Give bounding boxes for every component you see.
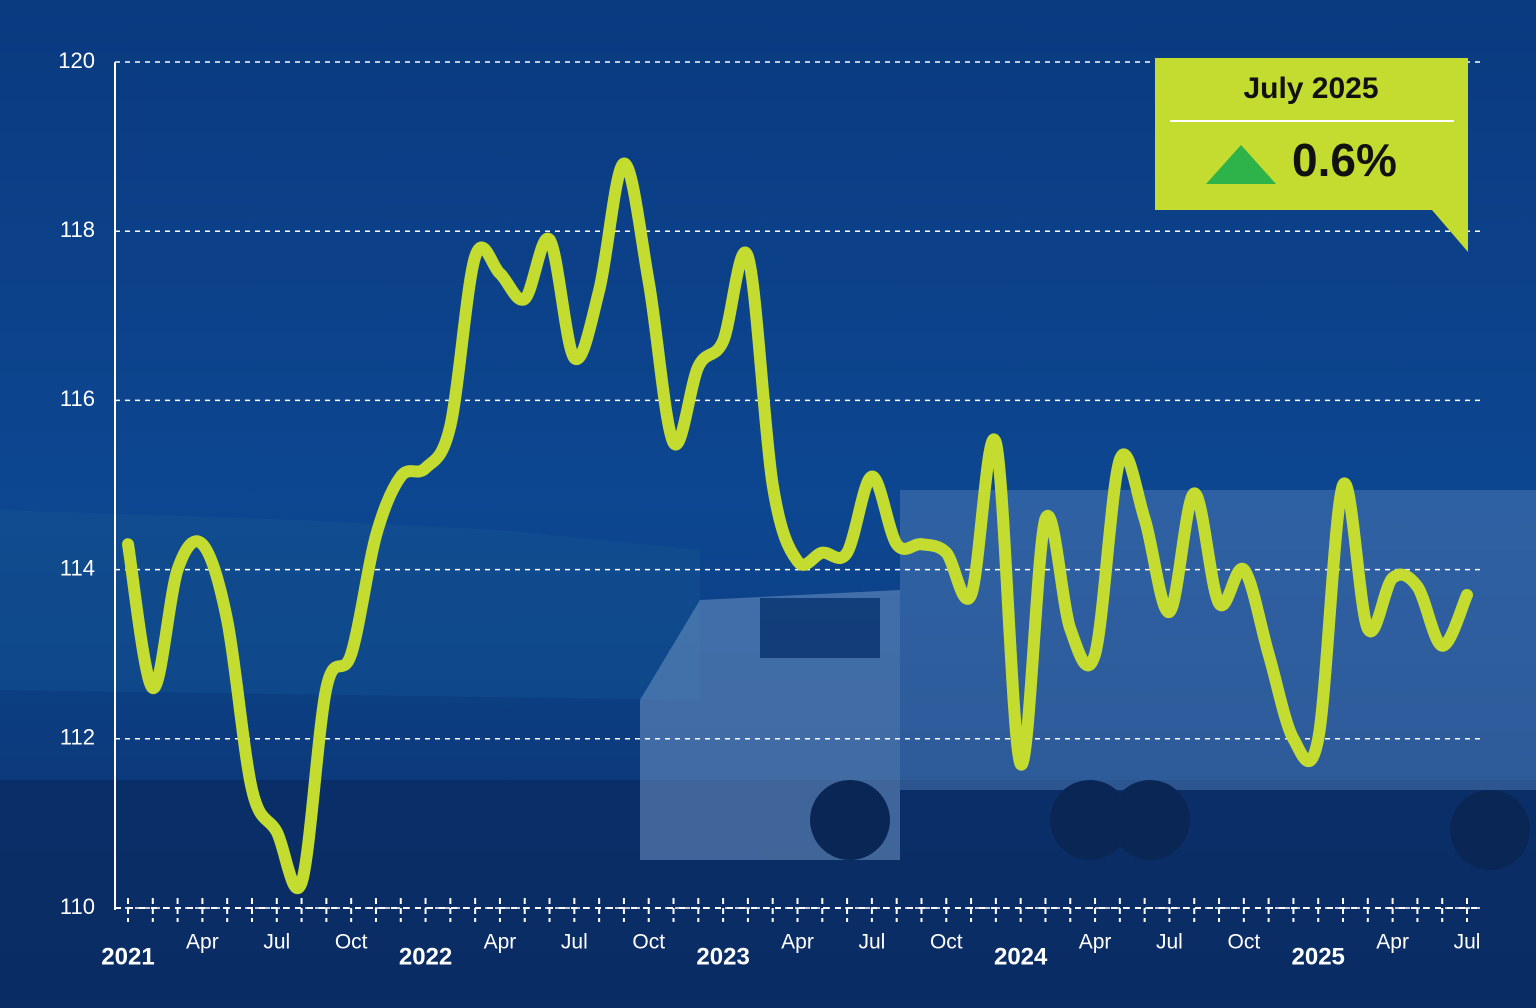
month-label: Apr xyxy=(781,931,814,954)
month-label: Apr xyxy=(1079,931,1112,954)
year-label: 2023 xyxy=(696,943,749,970)
y-tick-label: 114 xyxy=(60,555,95,580)
callout-value: 0.6% xyxy=(1292,134,1397,186)
year-label: 2024 xyxy=(994,943,1048,970)
callout: July 2025 0.6% xyxy=(1155,58,1468,252)
truck xyxy=(640,490,1536,870)
month-label: Jul xyxy=(1156,931,1183,954)
callout-box xyxy=(1155,58,1468,252)
month-label: Apr xyxy=(484,931,517,954)
y-tick-label: 110 xyxy=(60,894,95,919)
month-label: Apr xyxy=(186,931,219,954)
month-label: Oct xyxy=(1227,931,1260,954)
up-arrow xyxy=(1206,145,1276,184)
month-label: Jul xyxy=(1454,931,1481,954)
y-tick-label: 112 xyxy=(60,725,95,750)
month-label: Jul xyxy=(561,931,588,954)
month-label: Jul xyxy=(858,931,885,954)
month-label: Apr xyxy=(1376,931,1409,954)
month-label: Oct xyxy=(930,931,963,954)
hills xyxy=(0,510,700,700)
y-tick-label: 118 xyxy=(60,217,95,242)
series-line xyxy=(122,157,1473,895)
month-label: Oct xyxy=(335,931,368,954)
y-tick-label: 120 xyxy=(58,48,95,73)
year-label: 2025 xyxy=(1292,943,1345,970)
year-label: 2021 xyxy=(101,943,154,970)
year-label: 2022 xyxy=(399,943,452,970)
callout-title: July 2025 xyxy=(1243,72,1378,105)
y-tick-label: 116 xyxy=(60,386,95,411)
month-label: Jul xyxy=(263,931,290,954)
month-label: Oct xyxy=(632,931,665,954)
